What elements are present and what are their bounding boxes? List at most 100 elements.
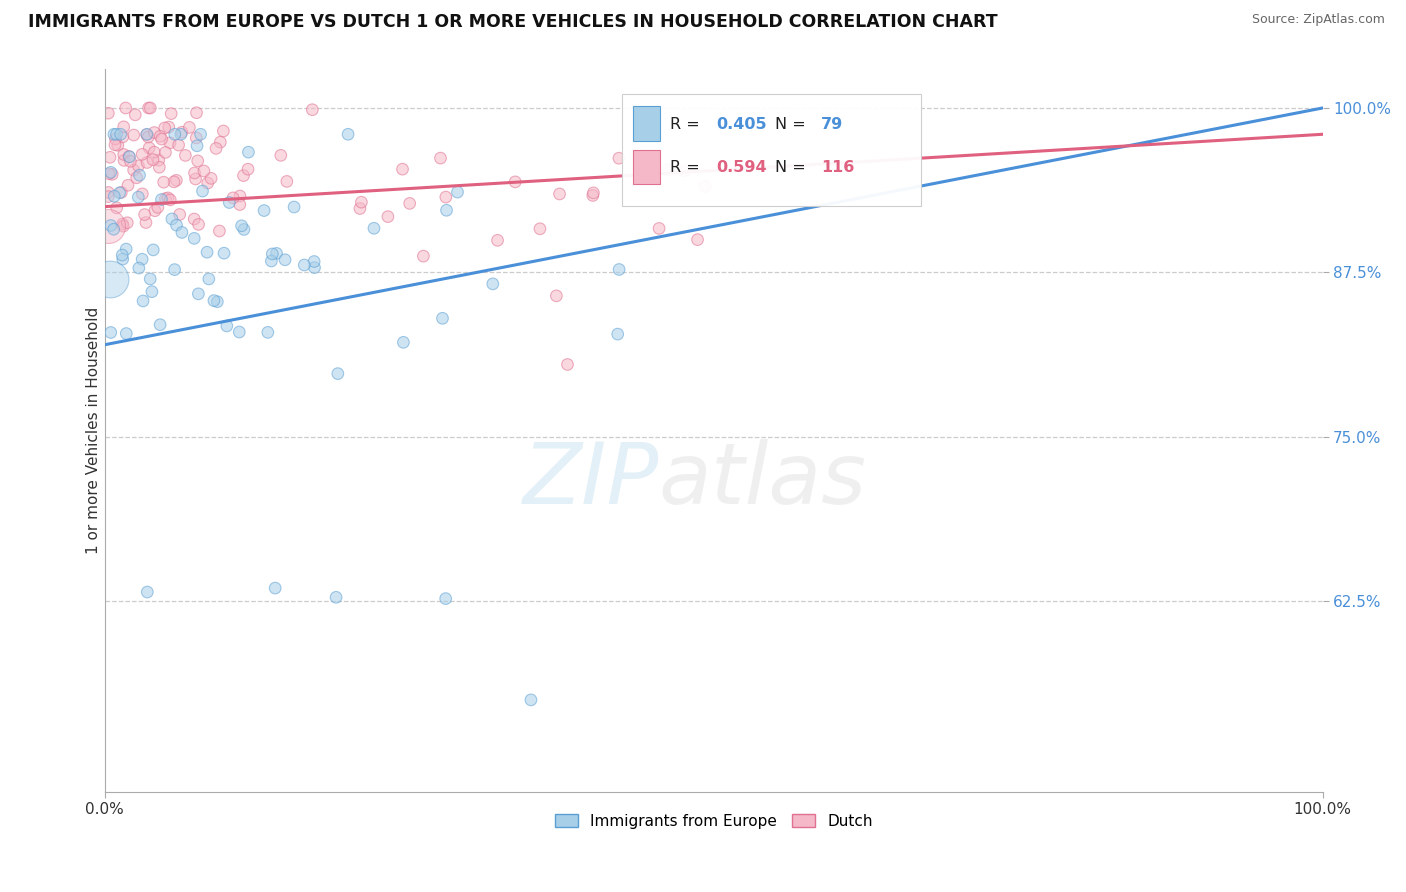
Text: ZIP: ZIP bbox=[523, 440, 659, 523]
Point bbox=[135, 215, 157, 229]
Point bbox=[122, 128, 145, 142]
Point bbox=[100, 219, 122, 233]
Point bbox=[115, 242, 138, 256]
Text: R =: R = bbox=[669, 161, 704, 175]
Point bbox=[412, 249, 434, 263]
Point bbox=[152, 175, 174, 189]
Point bbox=[125, 170, 148, 185]
Bar bbox=[633, 106, 659, 141]
Point bbox=[135, 128, 157, 142]
Point bbox=[103, 189, 125, 203]
Text: IMMIGRANTS FROM EUROPE VS DUTCH 1 OR MORE VEHICLES IN HOUSEHOLD CORRELATION CHAR: IMMIGRANTS FROM EUROPE VS DUTCH 1 OR MOR… bbox=[28, 13, 998, 31]
Point bbox=[222, 191, 245, 205]
Point bbox=[165, 173, 187, 187]
Point bbox=[264, 581, 287, 595]
Point bbox=[170, 226, 193, 240]
Point bbox=[193, 164, 215, 178]
Point bbox=[236, 162, 259, 177]
Point bbox=[155, 145, 177, 160]
Point bbox=[190, 128, 212, 142]
Point bbox=[160, 106, 183, 120]
Point bbox=[302, 254, 325, 268]
Point bbox=[166, 218, 188, 232]
Point bbox=[232, 169, 254, 183]
Point bbox=[111, 129, 134, 144]
Point bbox=[135, 128, 157, 142]
Point bbox=[256, 326, 278, 340]
Point bbox=[184, 172, 207, 186]
Point bbox=[350, 195, 373, 210]
Point bbox=[143, 126, 166, 140]
Point bbox=[115, 326, 138, 341]
Point bbox=[142, 243, 165, 257]
Point bbox=[434, 591, 457, 606]
Point bbox=[548, 186, 571, 201]
Point bbox=[112, 153, 135, 168]
Point bbox=[150, 193, 173, 207]
Point bbox=[186, 138, 208, 153]
Point bbox=[606, 327, 628, 342]
Point bbox=[153, 120, 176, 135]
Point bbox=[446, 185, 468, 199]
Point bbox=[128, 260, 150, 275]
Point bbox=[163, 175, 186, 189]
Point bbox=[127, 159, 149, 173]
Point bbox=[138, 101, 160, 115]
Point bbox=[398, 196, 420, 211]
FancyBboxPatch shape bbox=[623, 94, 921, 206]
Point bbox=[128, 168, 150, 182]
Point bbox=[648, 221, 671, 235]
Point bbox=[183, 231, 205, 245]
Point bbox=[138, 141, 160, 155]
Point bbox=[163, 262, 186, 277]
Point bbox=[228, 325, 250, 339]
Point bbox=[325, 591, 347, 605]
Point bbox=[112, 120, 135, 134]
Point bbox=[139, 272, 162, 286]
Point bbox=[118, 149, 141, 163]
Point bbox=[156, 191, 179, 205]
Text: 79: 79 bbox=[821, 117, 844, 132]
Point bbox=[391, 162, 413, 177]
Point bbox=[159, 193, 181, 207]
Point bbox=[131, 186, 153, 201]
Point bbox=[170, 128, 193, 142]
Point bbox=[503, 175, 526, 189]
Point bbox=[122, 163, 145, 178]
Point bbox=[97, 106, 120, 120]
Point bbox=[148, 153, 170, 168]
Point bbox=[200, 171, 222, 186]
Text: N =: N = bbox=[775, 161, 810, 175]
Point bbox=[131, 252, 153, 267]
Point bbox=[163, 128, 186, 142]
Point bbox=[229, 189, 252, 203]
Point bbox=[97, 219, 120, 234]
Point bbox=[195, 245, 218, 260]
Point bbox=[141, 285, 163, 299]
Point bbox=[657, 162, 679, 177]
Point bbox=[167, 138, 190, 153]
Point bbox=[105, 128, 128, 142]
Point bbox=[179, 120, 201, 135]
Point bbox=[101, 167, 124, 181]
Point bbox=[262, 247, 284, 261]
Point bbox=[392, 335, 415, 350]
Point bbox=[209, 135, 232, 149]
Point bbox=[673, 163, 696, 178]
Point bbox=[238, 145, 260, 160]
Point bbox=[260, 254, 283, 268]
Point bbox=[582, 188, 605, 202]
Point bbox=[174, 148, 197, 162]
Point bbox=[212, 246, 235, 260]
Point bbox=[270, 148, 292, 162]
Point bbox=[118, 150, 141, 164]
Point bbox=[157, 120, 180, 134]
Point bbox=[187, 153, 209, 168]
Point bbox=[136, 585, 159, 599]
Point bbox=[218, 195, 240, 210]
Point bbox=[146, 200, 169, 214]
Point bbox=[148, 160, 170, 174]
Point bbox=[607, 151, 630, 165]
Point bbox=[434, 190, 457, 204]
Point bbox=[149, 318, 172, 332]
